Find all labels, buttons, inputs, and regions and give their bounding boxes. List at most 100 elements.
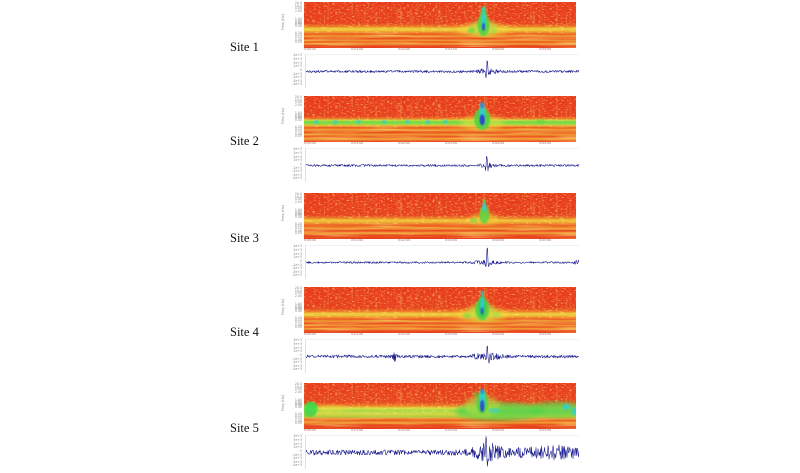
freq-tick-label: 0.08 <box>294 228 302 233</box>
freq-tick-column: 20.0 10.0 5.00 2.00 1.00 0.80 0.60 0.50 0.40 0.20… <box>282 285 303 333</box>
time-tick-label: 0:02:00 <box>398 238 411 243</box>
amp-tick-label: -4e+3 <box>292 82 302 87</box>
freq-tick-label: 0.40 <box>294 24 302 29</box>
amp-tick-label: 3e+3 <box>293 438 302 442</box>
freq-tick-label: 0.40 <box>294 309 302 314</box>
freq-tick-label: 0.10 <box>294 226 302 231</box>
freq-tick-label: 0.15 <box>294 32 302 37</box>
freq-tick-label: 0.60 <box>294 20 302 25</box>
amp-tick-label: -3e+3 <box>292 459 302 464</box>
freq-tick-label: 0.60 <box>294 211 302 216</box>
time-tick-label: 0:00:00 <box>304 428 317 433</box>
freq-tick-label: 0.15 <box>294 317 302 322</box>
time-tick-label: 0:03:00 <box>445 428 458 433</box>
freq-tick-label: 20.0 <box>294 94 302 99</box>
amp-tick-label: -3e+3 <box>292 269 302 274</box>
freq-tick-label: 10.0 <box>294 384 302 389</box>
freq-tick-label: 0.50 <box>294 116 302 121</box>
amp-tick-column: 4e+3 3e+3 2e+3 1e+3 0 -1e+3 -2e+3 -3e+3 -4e+3 <box>282 339 303 372</box>
amp-tick-label: 1e+3 <box>293 255 302 260</box>
freq-tick-label: 5.00 <box>294 6 302 11</box>
freq-tick-label: 5.00 <box>294 100 302 105</box>
freq-tick-column: 20.0 10.0 5.00 2.00 1.00 0.80 0.60 0.50 0.40 0.20… <box>282 0 303 48</box>
freq-tick-label: 0.40 <box>294 215 302 220</box>
freq-tick-label: 20.0 <box>294 285 302 290</box>
amp-tick-label: -3e+3 <box>292 172 302 177</box>
amp-tick-label: -2e+3 <box>292 456 302 461</box>
freq-tick-label: 0.05 <box>294 230 302 235</box>
freq-tick-label: 2.00 <box>294 200 302 205</box>
freq-tick-label: 0.10 <box>294 320 302 325</box>
amp-tick-label: -1e+3 <box>292 356 302 361</box>
amp-tick-label: -4e+3 <box>292 367 302 372</box>
waveform <box>305 54 579 88</box>
time-tick-label: 0:03:00 <box>445 332 458 337</box>
freq-tick-label: 0.50 <box>294 22 302 27</box>
amp-tick-label: 4e+3 <box>293 53 302 58</box>
freq-tick-label: 1.00 <box>294 16 302 21</box>
freq-tick-label: 0.50 <box>294 403 302 408</box>
freq-tick-label: 2.00 <box>294 103 302 108</box>
freq-tick-label: 0.05 <box>294 324 302 329</box>
time-tick-label: 0:00:00 <box>304 332 317 337</box>
spectrogram <box>304 2 576 48</box>
amp-tick-label: -2e+3 <box>292 266 302 271</box>
time-tick-label: 0:05:00 <box>539 428 552 433</box>
amp-tick-label: 2e+3 <box>293 154 302 159</box>
time-tick-label: 0:05:00 <box>539 332 552 337</box>
freq-tick-column: 20.0 10.0 5.00 2.00 1.00 0.80 0.60 0.50 0.40 0.20… <box>282 192 303 239</box>
freq-tick-label: 10.0 <box>294 288 302 293</box>
freq-tick-label: 0.80 <box>294 112 302 117</box>
amp-tick-column: 4e+3 3e+3 2e+3 1e+3 0 -1e+3 -2e+3 -3e+3 -4e+3 <box>282 245 303 278</box>
freq-tick-label: 10.0 <box>294 97 302 102</box>
amp-tick-label: 0 <box>299 352 302 357</box>
freq-tick-label: 20.0 <box>294 381 302 386</box>
time-tick-label: 0:00:00 <box>304 47 317 52</box>
amp-tick-label: 2e+3 <box>293 251 302 256</box>
time-tick-label: 0:02:00 <box>398 141 411 146</box>
time-tick-label: 0:02:00 <box>398 428 411 433</box>
amp-tick-label: 0 <box>299 258 302 263</box>
freq-tick-label: 0.40 <box>294 405 302 410</box>
freq-tick-column: 20.0 10.0 5.00 2.00 1.00 0.80 0.60 0.50 0.40 0.20… <box>282 94 303 142</box>
waveform <box>305 435 579 469</box>
freq-tick-label: 0.08 <box>294 322 302 327</box>
amp-tick-label: -3e+3 <box>292 363 302 368</box>
amp-tick-label: 3e+3 <box>293 57 302 61</box>
spectrogram <box>304 383 576 429</box>
amp-tick-label: -4e+3 <box>292 463 302 468</box>
time-tick-label: 0:03:00 <box>445 47 458 52</box>
spectrogram <box>304 96 576 142</box>
freq-tick-label: 0.50 <box>294 213 302 218</box>
amp-tick-label: 4e+3 <box>293 338 302 343</box>
amp-tick-label: 0 <box>299 67 302 72</box>
freq-tick-label: 1.00 <box>294 397 302 402</box>
site-label: Site 2 <box>230 134 259 148</box>
freq-tick-label: 20.0 <box>294 0 302 5</box>
freq-tick-label: 1.00 <box>294 110 302 115</box>
time-tick-label: 0:03:00 <box>445 141 458 146</box>
amp-tick-label: 4e+3 <box>293 244 302 249</box>
time-tick-label: 0:03:00 <box>445 238 458 243</box>
freq-tick-label: 0.08 <box>294 418 302 423</box>
waveform <box>305 339 579 373</box>
freq-tick-label: 0.40 <box>294 118 302 123</box>
amp-tick-label: 2e+3 <box>293 441 302 446</box>
freq-tick-label: 0.80 <box>294 209 302 214</box>
amp-tick-column: 4e+3 3e+3 2e+3 1e+3 0 -1e+3 -2e+3 -3e+3 -4e+3 <box>282 148 303 181</box>
freq-tick-label: 0.60 <box>294 114 302 119</box>
freq-tick-label: 0.20 <box>294 221 302 226</box>
time-tick-label: 0:01:00 <box>351 47 364 52</box>
amp-tick-label: 3e+3 <box>293 248 302 252</box>
site-label: Site 1 <box>230 40 259 54</box>
site-block-4: Site 4 Freq (Hz) 20.0 10.0 5.00 2.00 1.00 0.80 0… <box>0 285 800 379</box>
time-tick-label: 0:02:00 <box>398 47 411 52</box>
freq-tick-label: 0.08 <box>294 37 302 42</box>
freq-tick-label: 0.20 <box>294 411 302 416</box>
site-block-1: Site 1 Freq (Hz) 20.0 10.0 5.00 2.00 1.00 0.80 0… <box>0 0 800 94</box>
site-label: Site 5 <box>230 421 259 435</box>
freq-tick-label: 2.00 <box>294 390 302 395</box>
time-tick-label: 0:00:00 <box>304 141 317 146</box>
freq-tick-label: 0.60 <box>294 401 302 406</box>
site-block-5: Site 5 Freq (Hz) 20.0 10.0 5.00 2.00 1.00 0.80 0… <box>0 381 800 473</box>
